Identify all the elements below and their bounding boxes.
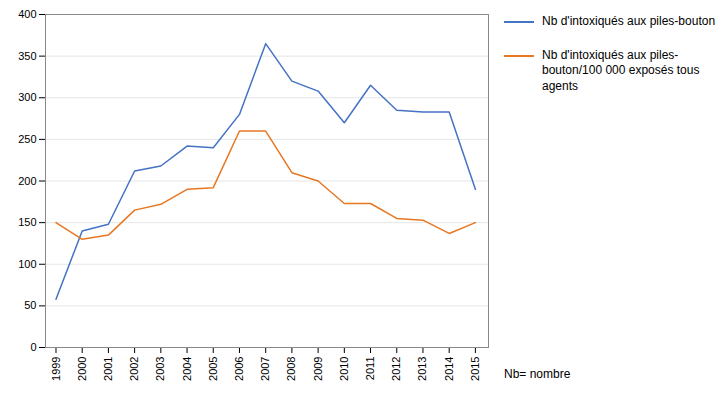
svg-text:2014: 2014 bbox=[443, 357, 455, 381]
svg-text:2000: 2000 bbox=[76, 357, 88, 381]
svg-text:2012: 2012 bbox=[390, 357, 402, 381]
svg-text:2010: 2010 bbox=[338, 357, 350, 381]
svg-text:200: 200 bbox=[18, 175, 36, 187]
svg-text:2007: 2007 bbox=[259, 357, 271, 381]
svg-text:1999: 1999 bbox=[50, 357, 62, 381]
svg-text:2015: 2015 bbox=[469, 357, 481, 381]
svg-text:2004: 2004 bbox=[181, 357, 193, 381]
html-text:Nb d'intoxiqués aux piles- bou: Nb d'intoxiqués aux piles- bouton/100 00… bbox=[542, 47, 700, 93]
svg-text:50: 50 bbox=[24, 299, 36, 311]
svg-text:2001: 2001 bbox=[102, 357, 114, 381]
html-text:Nb d'intoxiqués aux piles-bout: Nb d'intoxiqués aux piles-bouton bbox=[542, 14, 716, 28]
svg-text:350: 350 bbox=[18, 50, 36, 62]
svg-text:2011: 2011 bbox=[364, 357, 376, 381]
svg-text:2009: 2009 bbox=[312, 357, 324, 381]
svg-text:2005: 2005 bbox=[207, 357, 219, 381]
svg-text:250: 250 bbox=[18, 133, 36, 145]
svg-text:2006: 2006 bbox=[233, 357, 245, 381]
html-text:Nb= nombre: Nb= nombre bbox=[504, 367, 571, 381]
svg-text:0: 0 bbox=[30, 341, 36, 353]
svg-text:100: 100 bbox=[18, 258, 36, 270]
svg-text:400: 400 bbox=[18, 8, 36, 20]
svg-text:2013: 2013 bbox=[416, 357, 428, 381]
svg-text:150: 150 bbox=[18, 216, 36, 228]
svg-text:2002: 2002 bbox=[128, 357, 140, 381]
svg-text:2003: 2003 bbox=[154, 357, 166, 381]
svg-text:300: 300 bbox=[18, 91, 36, 103]
svg-text:2008: 2008 bbox=[285, 357, 297, 381]
